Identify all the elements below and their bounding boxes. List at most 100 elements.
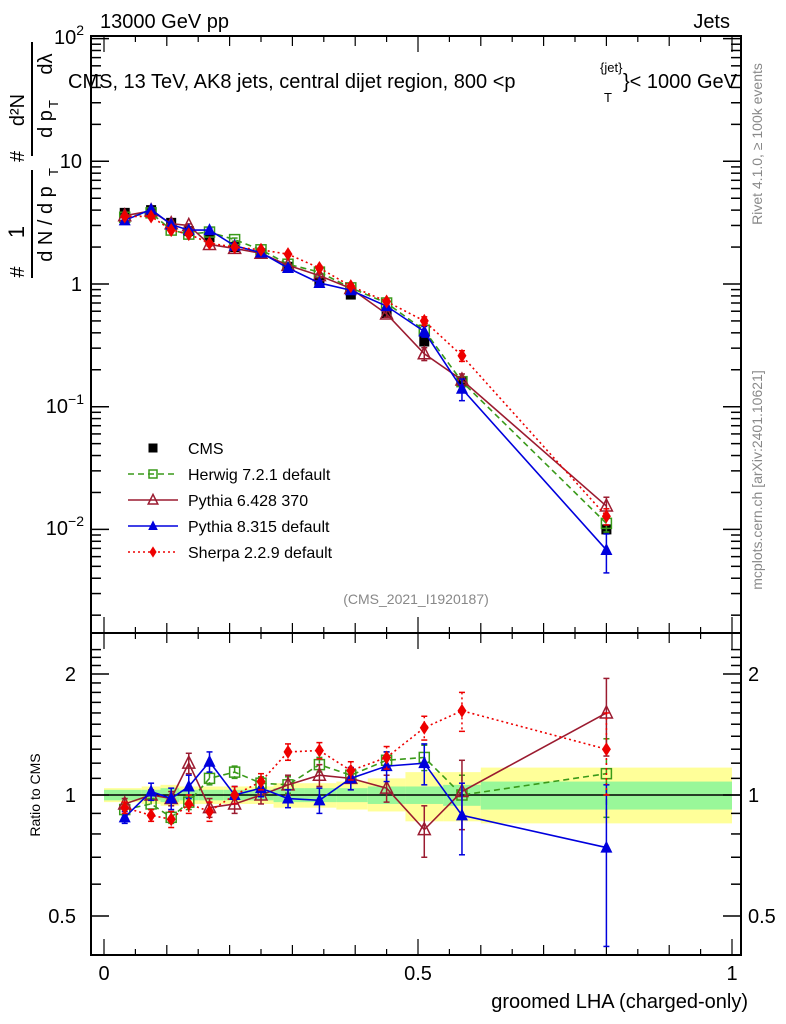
series-sherpa-2-2-9-default bbox=[120, 209, 611, 526]
header-right: Jets bbox=[693, 11, 730, 33]
data-point bbox=[182, 779, 195, 792]
ratio-ytick-label-right-2: 2 bbox=[748, 664, 759, 686]
data-point bbox=[601, 509, 611, 524]
data-point bbox=[256, 774, 266, 789]
legend-item: Pythia 8.315 default bbox=[128, 519, 330, 536]
data-point bbox=[120, 209, 130, 224]
series-line-pythia-6-428-370 bbox=[124, 712, 607, 831]
ratio-ytick-label-0.5: 0.5 bbox=[48, 906, 76, 928]
ratio-ytick-labels: 2 1 0.5 2 1 0.5 bbox=[48, 664, 776, 928]
ytick-label-0.1: 10−1 bbox=[46, 391, 84, 418]
chart-title: CMS, 13 TeV, AK8 jets, central dijet reg… bbox=[68, 60, 738, 105]
svg-text:d N / d p: d N / d p bbox=[35, 186, 57, 262]
xtick-label-0: 0 bbox=[98, 963, 109, 985]
data-point bbox=[184, 796, 194, 811]
series-line-sherpa-2-2-9-default bbox=[124, 709, 607, 821]
svg-text:T: T bbox=[46, 100, 61, 108]
data-point bbox=[313, 275, 326, 288]
ratio-frame bbox=[90, 632, 742, 956]
svg-text:dλ: dλ bbox=[35, 53, 57, 74]
data-point bbox=[282, 261, 295, 274]
legend-label: CMS bbox=[188, 441, 224, 458]
data-point bbox=[166, 223, 176, 238]
data-point bbox=[457, 703, 467, 718]
data-point bbox=[181, 754, 196, 769]
main-ytick-labels: 102 10 1 10−1 10−2 bbox=[46, 22, 84, 540]
legend-item: CMS bbox=[148, 441, 224, 458]
ratio-ytick-label-2: 2 bbox=[65, 664, 76, 686]
data-point bbox=[382, 750, 392, 765]
data-point bbox=[283, 247, 293, 262]
series-line-pythia-6-428-370 bbox=[124, 209, 607, 507]
ratio-ytick-label-right-0.5: 0.5 bbox=[748, 906, 776, 928]
main-series-group bbox=[117, 202, 614, 574]
data-point bbox=[600, 542, 613, 555]
series-line-herwig-7-2-1-default bbox=[124, 212, 607, 524]
data-point bbox=[282, 791, 295, 804]
data-point bbox=[203, 754, 216, 767]
data-point bbox=[418, 756, 431, 769]
legend-label: Pythia 6.428 370 bbox=[188, 493, 308, 510]
analysis-id-annotation: (CMS_2021_I1920187) bbox=[343, 591, 489, 607]
data-point bbox=[382, 294, 392, 309]
data-point bbox=[227, 795, 242, 810]
data-point bbox=[600, 840, 613, 853]
data-point bbox=[145, 784, 158, 797]
svg-text:#: # bbox=[7, 266, 29, 278]
legend-marker-icon bbox=[148, 443, 158, 453]
data-point bbox=[379, 305, 394, 320]
series-line-herwig-7-2-1-default bbox=[124, 756, 607, 819]
svg-text:#: # bbox=[7, 150, 29, 162]
xtick-labels: 0 0.5 1 bbox=[98, 963, 737, 985]
axis-ticks bbox=[91, 36, 741, 955]
svg-text:}< 1000 GeV: }< 1000 GeV bbox=[623, 71, 738, 93]
data-point bbox=[146, 209, 156, 224]
data-point bbox=[203, 223, 216, 236]
svg-text:T: T bbox=[46, 168, 61, 176]
data-point bbox=[380, 759, 393, 772]
svg-text:CMS, 13 TeV, AK8 jets, central: CMS, 13 TeV, AK8 jets, central dijet reg… bbox=[68, 71, 516, 93]
legend-label: Sherpa 2.2.9 default bbox=[188, 545, 333, 562]
data-point bbox=[314, 743, 324, 758]
data-point bbox=[120, 800, 130, 815]
data-point bbox=[165, 791, 178, 804]
svg-text:1: 1 bbox=[4, 226, 29, 238]
data-point bbox=[417, 345, 432, 360]
data-point bbox=[230, 788, 240, 802]
data-point bbox=[184, 227, 194, 242]
data-point bbox=[253, 786, 269, 801]
series-pythia-8-315-default bbox=[118, 202, 613, 574]
data-point bbox=[230, 240, 240, 255]
legend-label: Herwig 7.2.1 default bbox=[188, 467, 331, 484]
header-left: 13000 GeV pp bbox=[100, 11, 229, 33]
data-point bbox=[205, 236, 215, 251]
data-point bbox=[419, 313, 429, 328]
series-line-pythia-8-315-default bbox=[124, 760, 607, 849]
rivet-version-label: Rivet 4.1.0, ≥ 100k events bbox=[749, 63, 765, 225]
data-point bbox=[228, 766, 241, 778]
data-point bbox=[455, 808, 468, 821]
data-point bbox=[417, 820, 432, 836]
ytick-label-0.01: 10−2 bbox=[46, 513, 84, 540]
data-point bbox=[146, 808, 156, 823]
mcplots-label: mcplots.cern.ch [arXiv:2401.10621] bbox=[749, 370, 765, 589]
data-point bbox=[601, 742, 611, 757]
series-cms bbox=[119, 205, 612, 535]
ytick-label-1: 1 bbox=[71, 274, 82, 296]
ratio-ytick-label-right-1: 1 bbox=[748, 785, 759, 807]
data-point bbox=[205, 804, 215, 819]
ratio-ytick-label-1: 1 bbox=[65, 785, 76, 807]
ytick-label-10: 10 bbox=[60, 151, 82, 173]
ratio-series-group bbox=[117, 677, 614, 948]
data-point bbox=[379, 779, 394, 794]
series-sherpa-2-2-9-default bbox=[120, 691, 611, 829]
main-frame bbox=[90, 35, 742, 634]
data-point bbox=[419, 720, 429, 735]
data-point bbox=[455, 381, 468, 394]
ytick-label-100: 102 bbox=[54, 22, 84, 49]
data-point bbox=[145, 202, 158, 215]
ratio-ylabel: Ratio to CMS bbox=[27, 753, 43, 836]
legend-marker-icon bbox=[146, 492, 160, 505]
series-line-sherpa-2-2-9-default bbox=[124, 215, 607, 517]
